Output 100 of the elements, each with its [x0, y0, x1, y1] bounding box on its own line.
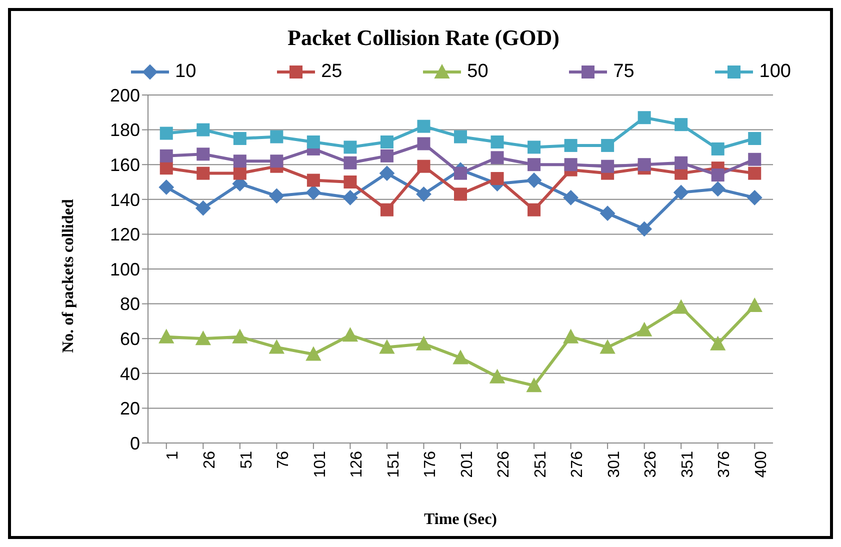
point	[196, 331, 211, 346]
point	[710, 336, 726, 350]
point	[528, 140, 541, 154]
point	[233, 166, 246, 180]
point	[233, 132, 246, 145]
point	[490, 151, 504, 164]
x-axis-title: Time (Sec)	[422, 511, 498, 529]
point	[344, 156, 357, 170]
point	[416, 336, 432, 350]
point	[674, 184, 689, 200]
point	[600, 206, 616, 221]
point	[748, 166, 762, 180]
point	[674, 156, 688, 170]
point	[601, 138, 614, 152]
point	[270, 154, 284, 168]
point	[380, 203, 394, 216]
point	[379, 340, 394, 354]
x-tick-label: 101	[312, 450, 329, 478]
point	[306, 174, 320, 187]
point	[564, 138, 578, 152]
point	[306, 346, 321, 361]
x-tick-label: 201	[458, 450, 476, 478]
point	[674, 300, 689, 314]
point	[563, 190, 578, 206]
point	[306, 135, 320, 148]
point	[342, 328, 358, 342]
point	[636, 322, 652, 336]
point	[711, 142, 724, 156]
point	[380, 149, 394, 162]
x-tick-label: 51	[238, 450, 256, 469]
y-tick-label: 60	[120, 328, 140, 349]
x-tick-label: 276	[569, 450, 586, 478]
point	[270, 130, 284, 144]
point	[196, 148, 210, 161]
point	[379, 166, 394, 181]
x-tick-label: 376	[716, 450, 734, 478]
point	[269, 340, 284, 354]
point	[490, 172, 504, 186]
x-tick-label: 351	[679, 450, 696, 478]
point	[710, 181, 726, 196]
point	[528, 203, 541, 216]
point	[711, 168, 724, 182]
point	[747, 298, 762, 312]
point	[344, 176, 357, 188]
point	[417, 120, 430, 133]
point	[638, 111, 651, 124]
x-tick-label: 1	[164, 450, 182, 460]
point	[232, 329, 248, 344]
point	[417, 160, 430, 173]
x-tick-label: 76	[275, 450, 292, 469]
chart-title: Packet Collision Rate (GOD)	[286, 25, 560, 51]
point	[564, 158, 578, 172]
x-tick-label: 400	[752, 450, 770, 478]
y-tick-label: 40	[120, 364, 140, 384]
y-tick-label: 0	[130, 433, 140, 454]
x-tick-label: 151	[385, 450, 402, 478]
point	[454, 130, 467, 144]
point	[747, 190, 762, 206]
point	[196, 200, 211, 216]
x-tick-label: 251	[532, 450, 550, 478]
point	[748, 152, 762, 166]
legend-label: 100	[759, 61, 791, 83]
y-tick-label: 100	[110, 259, 140, 280]
y-tick-label: 120	[110, 224, 140, 245]
point	[417, 137, 430, 150]
point	[306, 184, 321, 200]
point	[454, 188, 467, 201]
point	[269, 188, 284, 204]
y-tick-label: 80	[120, 294, 140, 314]
point	[526, 172, 542, 188]
x-tick-label: 301	[606, 450, 623, 478]
legend-label: 75	[613, 61, 634, 83]
legend-label: 25	[321, 61, 342, 83]
x-tick-label: 26	[202, 450, 219, 469]
y-tick-label: 160	[110, 154, 140, 175]
point	[344, 140, 357, 154]
point	[638, 158, 651, 172]
y-tick-label: 20	[120, 398, 140, 419]
point	[196, 123, 210, 136]
y-tick-label: 180	[110, 120, 140, 140]
point	[600, 340, 616, 354]
point	[160, 162, 173, 175]
point	[453, 350, 468, 364]
point	[158, 329, 174, 344]
point	[380, 135, 394, 148]
point	[674, 118, 688, 132]
point	[160, 126, 173, 140]
point	[416, 186, 432, 202]
x-tick-label: 326	[642, 450, 660, 478]
point	[196, 166, 210, 180]
x-tick-label: 176	[422, 450, 440, 478]
legend-label: 10	[175, 61, 196, 83]
y-tick-label: 200	[110, 85, 140, 106]
point	[342, 190, 358, 206]
y-axis-title: No. of packets collided	[60, 199, 78, 353]
point	[490, 369, 505, 384]
point	[233, 154, 246, 168]
legend-label: 50	[467, 61, 488, 83]
x-tick-label: 126	[348, 450, 366, 478]
point	[526, 378, 542, 392]
